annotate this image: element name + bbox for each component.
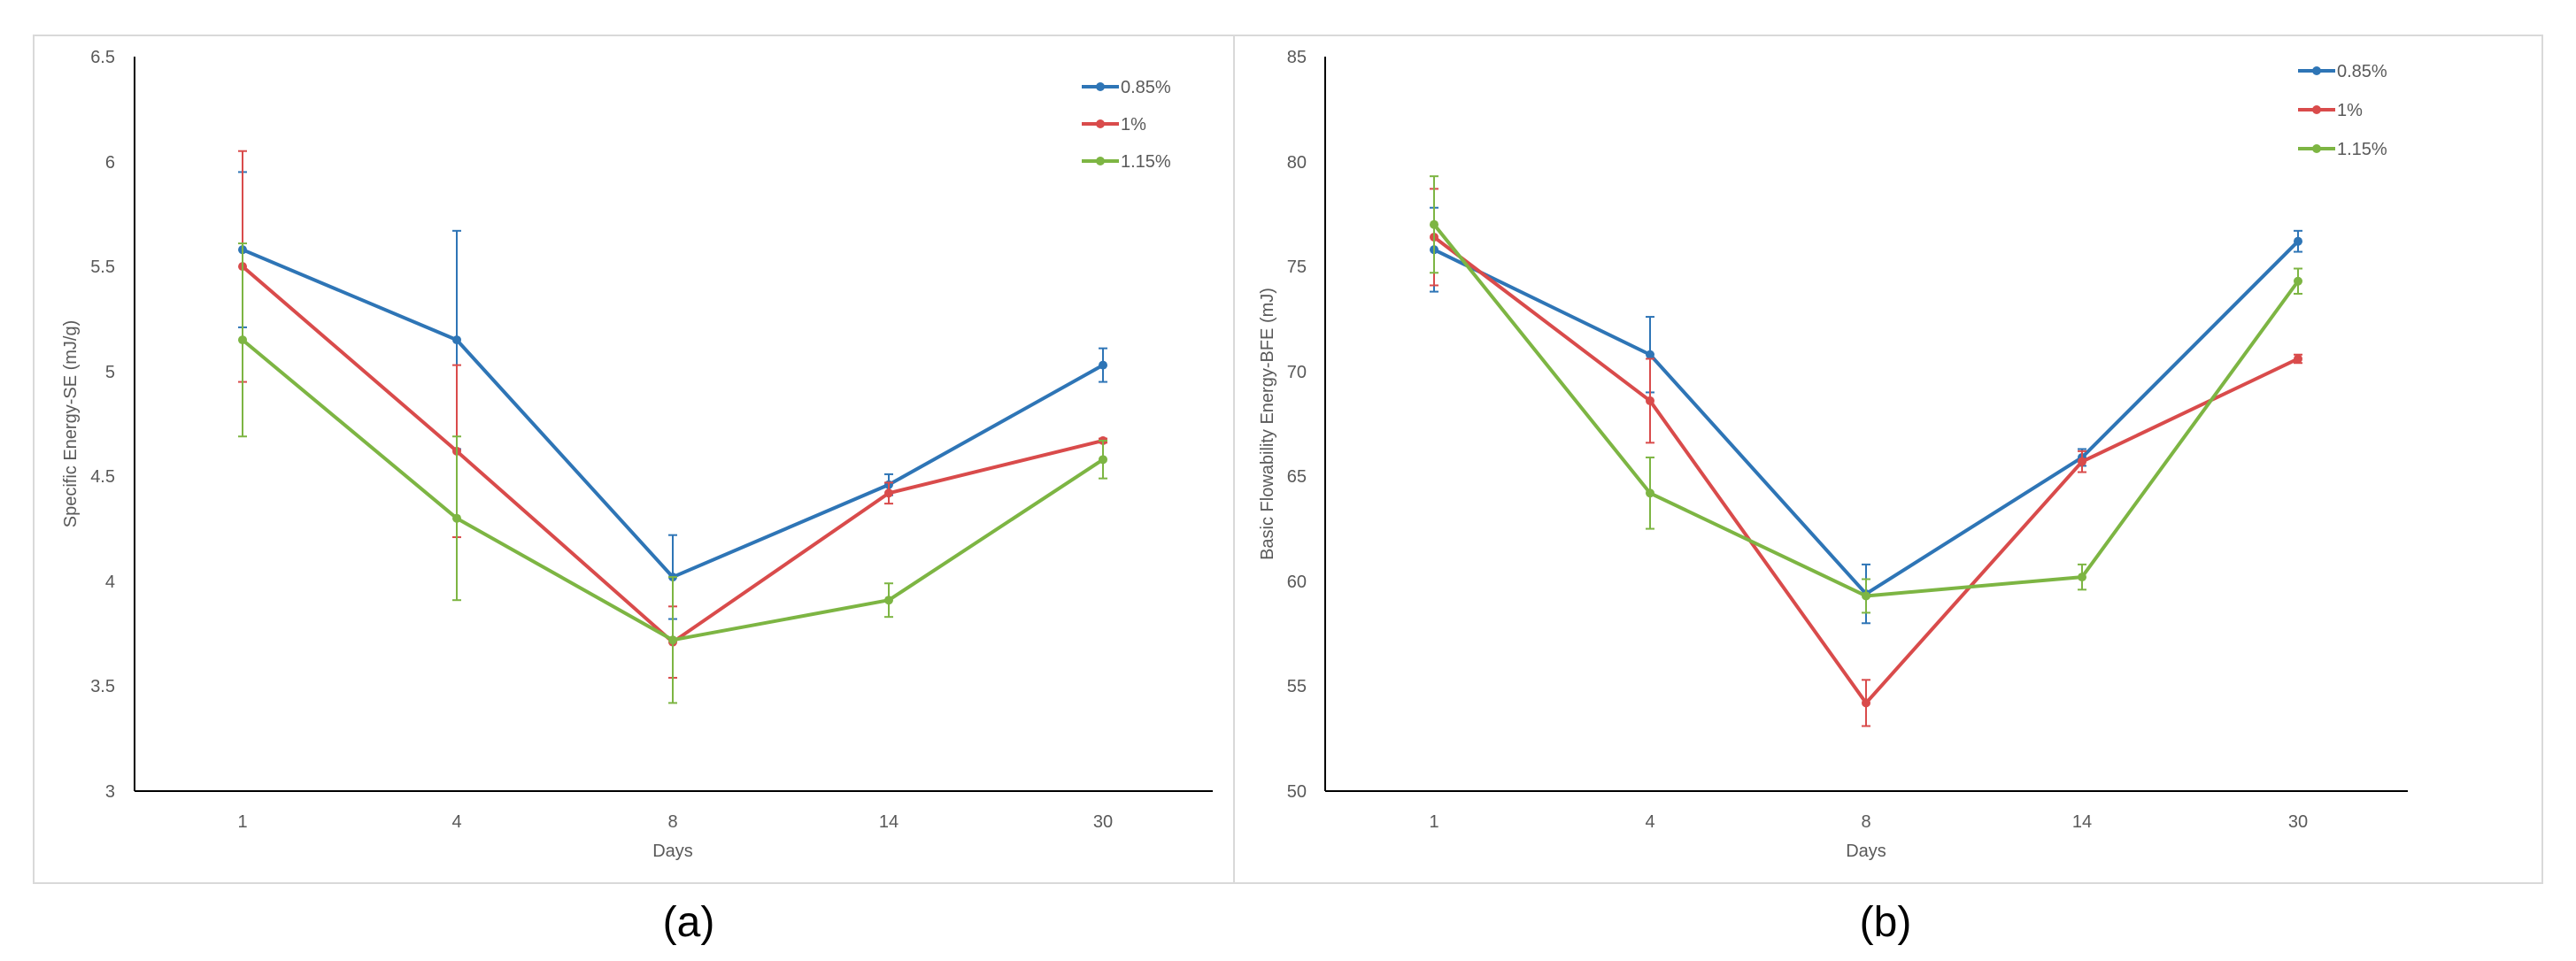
chart-a-axes <box>134 57 1213 792</box>
y-tick-label: 5.5 <box>90 258 115 277</box>
chart-b-point-1pct-4 <box>1646 396 1654 405</box>
chart-a-legend: 0.85% 1% 1.15% <box>1082 78 1171 172</box>
chart-b-point-1pct-8 <box>1862 698 1870 708</box>
y-tick-label: 55 <box>1287 677 1307 696</box>
x-tick-label: 1 <box>1429 812 1438 832</box>
chart-b-point-0.85pct-30 <box>2294 236 2302 246</box>
chart-a-point-1.15pct-8 <box>668 635 677 645</box>
legend-marker-1.15% <box>1096 157 1105 165</box>
chart-b-x-ticks: 1 4 8 14 30 <box>1429 812 2308 832</box>
chart-a-y-axis-title: Specific Energy-SE (mJ/g) <box>61 320 81 528</box>
chart-a-y-ticks: 3 3.5 4 4.5 5 5.5 6 6.5 <box>90 48 115 802</box>
y-tick-label: 85 <box>1287 48 1307 67</box>
y-tick-label: 65 <box>1287 467 1307 487</box>
chart-b-legend: 0.85% 1% 1.15% <box>2298 62 2387 159</box>
chart-b-point-1.15pct-1 <box>1430 219 1438 229</box>
legend-label-0.85%: 0.85% <box>2337 62 2387 81</box>
x-tick-label: 14 <box>879 812 899 832</box>
x-tick-label: 14 <box>2072 812 2092 832</box>
chart-a-point-0.85pct-4 <box>452 335 461 345</box>
y-tick-label: 6.5 <box>90 48 115 67</box>
chart-a-point-1pct-14 <box>884 488 893 498</box>
x-tick-label: 30 <box>1093 812 1113 832</box>
legend-label-1%: 1% <box>2337 101 2363 120</box>
chart-a: 3 3.5 4 4.5 5 5.5 6 6.5 1 4 8 14 30 Days… <box>61 48 1213 861</box>
chart-a-x-ticks: 1 4 8 14 30 <box>237 812 1113 832</box>
y-tick-label: 5 <box>105 363 115 382</box>
chart-a-x-axis-title: Days <box>652 842 693 861</box>
chart-b-point-1.15pct-8 <box>1862 591 1870 601</box>
chart-a-point-1.15pct-4 <box>452 513 461 523</box>
chart-a-point-1.15pct-1 <box>238 335 247 345</box>
legend-marker-1% <box>1096 119 1105 128</box>
y-tick-label: 60 <box>1287 573 1307 592</box>
y-tick-label: 3 <box>105 782 115 802</box>
chart-b-point-1.15pct-14 <box>2078 573 2086 582</box>
x-tick-label: 8 <box>1861 812 1870 832</box>
chart-b-axes <box>1324 57 2408 792</box>
legend-label-1%: 1% <box>1121 115 1146 135</box>
y-tick-label: 50 <box>1287 782 1307 802</box>
x-tick-label: 8 <box>667 812 677 832</box>
caption-a: (a) <box>663 899 715 946</box>
legend-marker-0.85% <box>2312 66 2321 75</box>
chart-b-point-1.15pct-4 <box>1646 488 1654 498</box>
chart-b-frame <box>1233 35 2543 884</box>
y-tick-label: 3.5 <box>90 677 115 696</box>
x-tick-label: 4 <box>1645 812 1654 832</box>
legend-label-0.85%: 0.85% <box>1121 78 1171 97</box>
chart-b: 50 55 60 65 70 75 80 85 1 4 8 14 30 Days… <box>1258 48 2408 861</box>
chart-a-frame <box>33 35 1235 884</box>
y-tick-label: 70 <box>1287 363 1307 382</box>
chart-b-point-1pct-14 <box>2078 457 2086 466</box>
x-tick-label: 30 <box>2288 812 2308 832</box>
legend-label-1.15%: 1.15% <box>2337 140 2387 159</box>
legend-marker-1.15% <box>2312 144 2321 153</box>
y-tick-label: 4 <box>105 573 115 592</box>
chart-b-y-ticks: 50 55 60 65 70 75 80 85 <box>1287 48 1307 802</box>
chart-b-point-1pct-30 <box>2294 354 2302 364</box>
y-tick-label: 80 <box>1287 153 1307 173</box>
chart-b-point-0.85pct-4 <box>1646 350 1654 359</box>
legend-marker-0.85% <box>1096 82 1105 91</box>
y-tick-label: 6 <box>105 153 115 173</box>
caption-b: (b) <box>1860 899 1912 946</box>
chart-b-point-1.15pct-30 <box>2294 276 2302 286</box>
y-tick-label: 75 <box>1287 258 1307 277</box>
chart-a-point-1.15pct-30 <box>1099 455 1107 465</box>
chart-a-point-0.85pct-30 <box>1099 360 1107 370</box>
chart-b-x-axis-title: Days <box>1846 842 1886 861</box>
x-tick-label: 1 <box>237 812 247 832</box>
legend-marker-1% <box>2312 105 2321 114</box>
x-tick-label: 4 <box>451 812 461 832</box>
chart-b-y-axis-title: Basic Flowability Energy-BFE (mJ) <box>1258 288 1277 560</box>
chart-a-point-1.15pct-14 <box>884 596 893 605</box>
legend-label-1.15%: 1.15% <box>1121 152 1171 172</box>
y-tick-label: 4.5 <box>90 467 115 487</box>
